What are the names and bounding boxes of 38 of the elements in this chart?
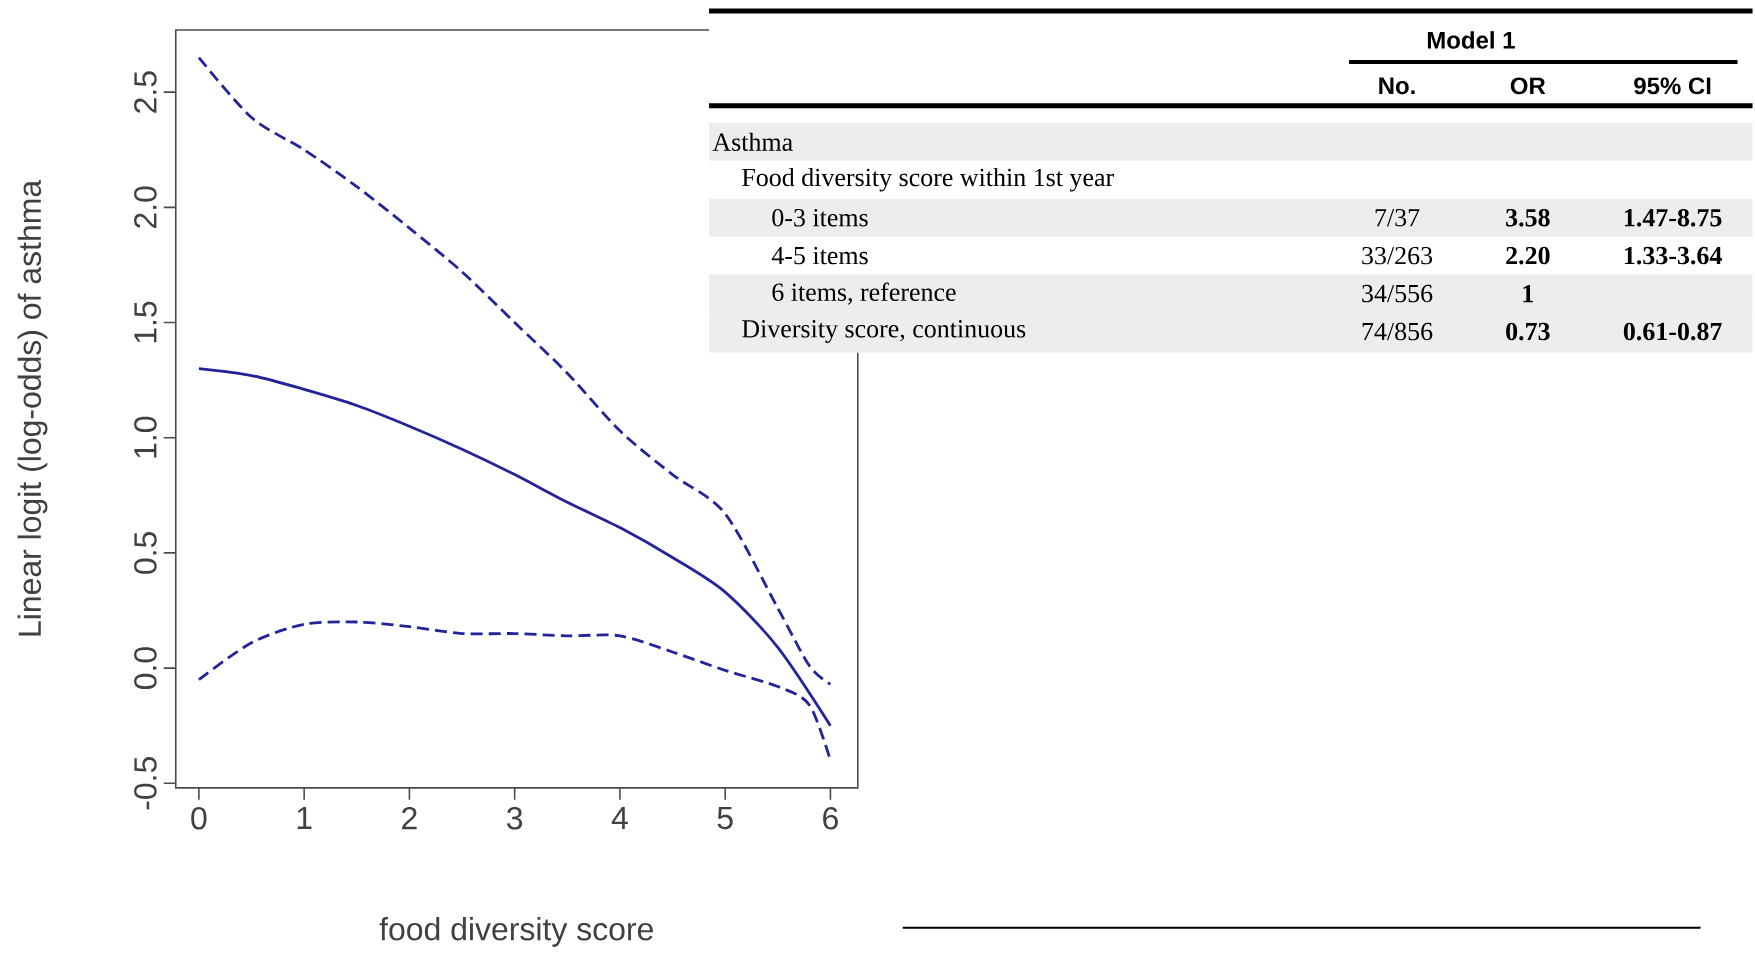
- text: 34/556: [1362, 284, 1433, 303]
- annotation: 6 items, reference: [772, 282, 956, 305]
- y-tick-label: 0.0: [134, 646, 157, 689]
- y-axis-title: Linear logit (log-odds) of asthma: [17, 179, 48, 636]
- text: 1: [1523, 284, 1533, 302]
- y-tick-label: 1.0: [134, 416, 157, 458]
- y-tick-label: 2.5: [134, 71, 157, 113]
- y-tick-label: -0.5: [134, 756, 157, 810]
- annotation: Food diversity score within 1st year: [742, 167, 1114, 192]
- x-tick-label: 0: [191, 806, 207, 830]
- annotation: 4-5 items: [771, 246, 868, 265]
- x-axis-title: food diversity score: [379, 916, 653, 947]
- x-tick-label: 6: [823, 806, 838, 830]
- text: 2.20: [1506, 246, 1550, 265]
- x-tick-label: 1: [297, 806, 312, 829]
- y-tick-label: 0.5: [134, 531, 157, 574]
- x-tick-label: 3: [507, 806, 523, 830]
- text: 33/263: [1362, 246, 1433, 265]
- text: Model 1: [1427, 30, 1515, 49]
- annotation: 0-3 items: [772, 208, 868, 227]
- text: 0.61-0.87: [1623, 322, 1722, 341]
- annotation: Asthma: [712, 132, 793, 151]
- line-series: [197, 367, 832, 727]
- text: 95% CI: [1634, 77, 1711, 95]
- x-tick-label: 5: [717, 806, 733, 830]
- text: 3.58: [1506, 208, 1550, 227]
- y-tick-label: 1.5: [134, 301, 157, 343]
- text: 1.47-8.75: [1624, 208, 1722, 227]
- text: No.: [1379, 77, 1415, 95]
- text: 0.73: [1506, 322, 1550, 341]
- annotation: Diversity score, continuous: [742, 319, 1026, 343]
- y-tick-label: 2.0: [134, 186, 157, 228]
- text: OR: [1510, 77, 1546, 95]
- text: 74/856: [1362, 322, 1433, 341]
- text: 7/37: [1375, 208, 1420, 227]
- x-tick-label: 2: [402, 806, 417, 830]
- text: 1.33-3.64: [1624, 246, 1722, 265]
- x-tick-label: 4: [611, 806, 628, 829]
